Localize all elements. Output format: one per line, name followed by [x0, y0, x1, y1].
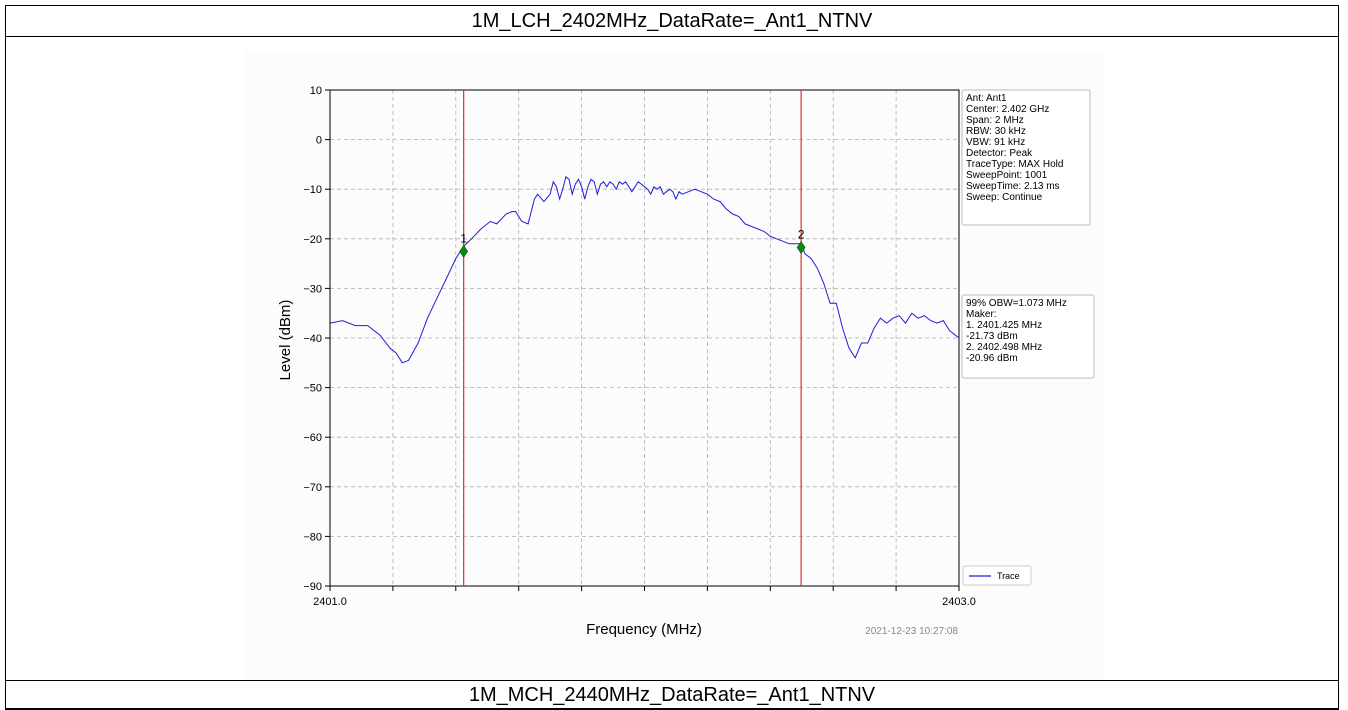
settings-line: VBW: 91 kHz	[966, 137, 1025, 148]
settings-line: Span: 2 MHz	[966, 115, 1024, 126]
settings-line: TraceType: MAX Hold	[966, 159, 1063, 170]
timestamp: 2021-12-23 10:27:08	[865, 626, 958, 637]
settings-line: Ant: Ant1	[966, 93, 1007, 104]
settings-line: Sweep: Continue	[966, 192, 1043, 203]
y-axis-label: Level (dBm)	[277, 300, 294, 381]
marker-diamond	[796, 241, 806, 255]
y-tick-label: −50	[303, 383, 322, 395]
x-axis-label: Frequency (MHz)	[586, 621, 702, 638]
obw-line: 1. 2401.425 MHz	[966, 320, 1042, 331]
y-tick-label: −90	[303, 581, 322, 593]
section-header-bottom: 1M_MCH_2440MHz_DataRate=_Ant1_NTNV	[5, 680, 1339, 710]
settings-line: Detector: Peak	[966, 148, 1033, 159]
obw-line: -21.73 dBm	[966, 331, 1018, 342]
y-tick-label: −10	[303, 184, 322, 196]
settings-line: RBW: 30 kHz	[966, 126, 1026, 137]
obw-box-frame	[961, 294, 1095, 379]
obw-line: 99% OBW=1.073 MHz	[966, 298, 1067, 309]
grid-lines	[330, 90, 959, 586]
obw-line: Maker:	[966, 309, 997, 320]
obw-line: -20.96 dBm	[966, 353, 1018, 364]
x-axis-ticks: 2401.0 2403.0	[313, 586, 976, 608]
y-tick-label: −60	[303, 432, 322, 444]
settings-line: SweepTime: 2.13 ms	[966, 181, 1060, 192]
plot-background	[245, 50, 1103, 680]
y-tick-label: −20	[303, 234, 322, 246]
legend: Trace	[962, 565, 1032, 586]
legend-frame	[962, 565, 1032, 586]
marker-diamond	[459, 244, 469, 258]
y-tick-label: −40	[303, 333, 322, 345]
settings-box-frame	[961, 89, 1091, 226]
x-tick-label: 2403.0	[942, 596, 976, 608]
y-tick-label: −70	[303, 482, 322, 494]
settings-line: SweepPoint: 1001	[966, 170, 1048, 181]
marker-label: 1	[460, 231, 467, 245]
y-axis-ticks: 10 0 −10 −20 −30 −40 −50 −60 −70 −80 −90	[303, 85, 330, 593]
obw-line: 2. 2402.498 MHz	[966, 342, 1042, 353]
section-header-top: 1M_LCH_2402MHz_DataRate=_Ant1_NTNV	[5, 5, 1339, 37]
marker-label: 2	[798, 228, 805, 242]
trace-line	[329, 175, 960, 364]
y-tick-label: −30	[303, 283, 322, 295]
y-tick-label: −80	[303, 531, 322, 543]
legend-label: Trace	[997, 571, 1020, 581]
marker-lines	[463, 90, 802, 586]
x-tick-label: 2401.0	[313, 596, 347, 608]
settings-line: Center: 2.402 GHz	[966, 104, 1049, 115]
y-tick-label: 10	[310, 85, 322, 97]
y-tick-label: 0	[316, 135, 322, 147]
